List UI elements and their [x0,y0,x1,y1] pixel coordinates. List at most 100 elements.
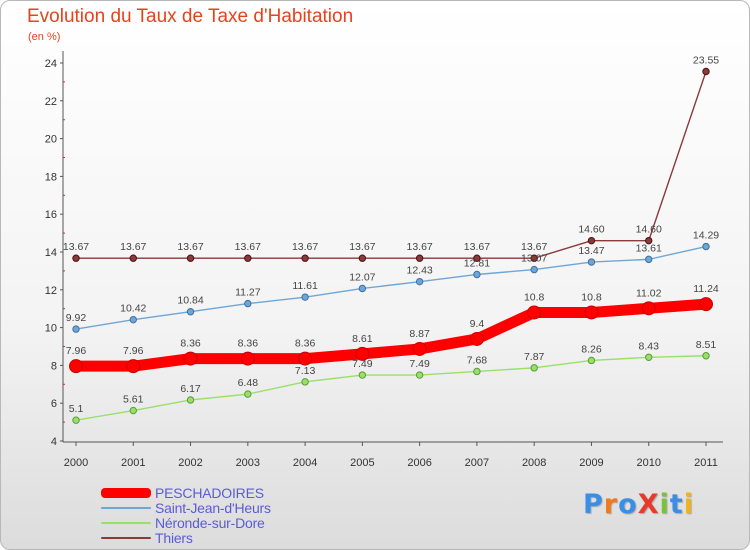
data-label: 8.87 [409,328,430,340]
legend-swatch [101,521,151,524]
data-point [301,378,309,386]
data-label: 14.60 [578,224,604,236]
axes: 4 6 8 10 12 14 16 18 20 22 24 2000 2001 2002 2003 2004 2… [45,51,723,469]
legend-item: Saint-Jean-d'Heurs [101,499,271,516]
data-point [72,325,80,333]
x-tick-label: 2003 [236,457,260,469]
data-point [527,305,542,320]
data-label: 13.67 [177,241,203,253]
data-point [587,356,596,365]
data-label: 10.8 [524,291,545,303]
data-label: 11.02 [636,287,662,299]
data-labels: 13.67 13.67 13.67 13.67 13.67 13.67 13.67 13.67… [63,55,719,416]
data-label: 12.81 [464,257,490,269]
data-point [244,390,252,398]
legend-item: Néronde-sur-Dore [101,515,271,531]
legend-swatch [101,487,151,498]
data-label: 10.84 [177,295,203,307]
data-point [469,331,484,346]
data-point [244,254,252,262]
data-label: 12.43 [406,265,432,277]
data-point [72,416,80,424]
data-label: 11.24 [693,283,719,295]
data-point [244,299,252,308]
data-point [473,367,481,376]
data-point [641,301,656,316]
data-label: 5.61 [123,394,144,406]
data-label: 11.27 [235,287,261,299]
y-tick-label: 20 [45,134,57,146]
data-point [358,254,367,262]
data-label: 7.87 [524,351,545,363]
data-point [702,242,710,251]
data-point [186,308,195,316]
logo-letter: t [669,489,684,520]
data-point [412,341,427,356]
data-point [645,236,653,245]
data-point [587,236,596,245]
data-label: 8.36 [295,338,316,350]
data-label: 8.36 [238,338,259,350]
x-tick-label: 2006 [407,457,431,469]
data-label: 8.51 [696,339,717,351]
data-label: 13.67 [464,241,490,253]
legend-label: Thiers [155,529,193,546]
logo-letter: i [683,489,694,520]
x-tick-label: 2007 [465,457,489,469]
data-label: 13.61 [636,242,662,254]
data-label: 8.43 [639,340,660,352]
x-tick-label: 2005 [350,457,374,469]
proxiti-logo: ProXiti [583,489,694,520]
data-label: 13.47 [578,245,604,257]
data-point [301,293,309,301]
data-point [240,351,255,366]
data-label: 6.48 [238,377,259,389]
data-label: 5.1 [69,403,84,415]
y-tick-label: 12 [45,285,57,297]
x-tick-label: 2009 [579,457,603,469]
data-point [72,254,80,262]
data-point [415,371,424,379]
x-tick-label: 2001 [121,457,145,469]
data-point [129,254,137,262]
data-point [69,359,83,374]
data-point [301,254,309,262]
series-line [75,245,707,330]
y-tick-label: 8 [51,360,57,372]
data-label: 23.55 [693,55,719,67]
legend-item: PESCHADOIRES [101,485,271,501]
logo-letter: X [637,489,660,520]
data-point [358,371,367,379]
data-label: 6.17 [180,383,201,395]
x-tick-label: 2002 [178,457,202,469]
data-point [415,254,424,262]
logo-letter: P [583,489,604,520]
data-point [699,297,713,312]
data-label: 13.67 [120,241,146,253]
x-tick-label: 2000 [64,457,88,469]
chart-unit-label: (en %) [28,31,61,43]
data-point [645,255,653,264]
data-point [415,277,424,286]
data-label: 13.67 [292,241,318,253]
data-label: 8.26 [581,343,602,355]
x-tick-label: 2004 [293,457,317,469]
data-label: 14.60 [636,224,662,236]
series-line [75,70,707,259]
x-tick-label: 2011 [694,457,718,469]
logo-letter: i [659,489,670,520]
legend: PESCHADOIRES Saint-Jean-d'Heurs Néronde-su… [101,485,271,546]
chart-title: Evolution du Taux de Taxe d'Habitation [27,6,354,27]
y-tick-label: 6 [51,398,57,410]
data-point [186,254,195,262]
data-point [530,265,538,274]
data-label: 13.67 [406,241,432,253]
data-label: 7.96 [123,345,144,357]
data-point [183,351,198,366]
data-point [587,258,596,266]
y-tick-label: 24 [45,58,57,70]
data-label: 10.8 [581,291,602,303]
legend-label: Saint-Jean-d'Heurs [155,499,271,516]
data-label: 7.68 [467,354,488,366]
